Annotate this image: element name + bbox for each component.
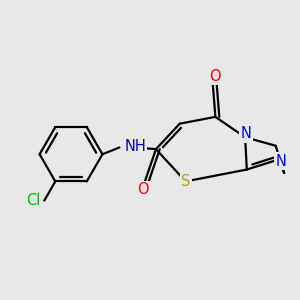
Text: S: S	[181, 174, 190, 189]
Text: Cl: Cl	[26, 193, 41, 208]
Text: N: N	[241, 126, 251, 141]
Text: O: O	[209, 69, 220, 84]
Text: O: O	[137, 182, 149, 197]
Text: NH: NH	[124, 139, 146, 154]
Text: N: N	[275, 154, 286, 169]
